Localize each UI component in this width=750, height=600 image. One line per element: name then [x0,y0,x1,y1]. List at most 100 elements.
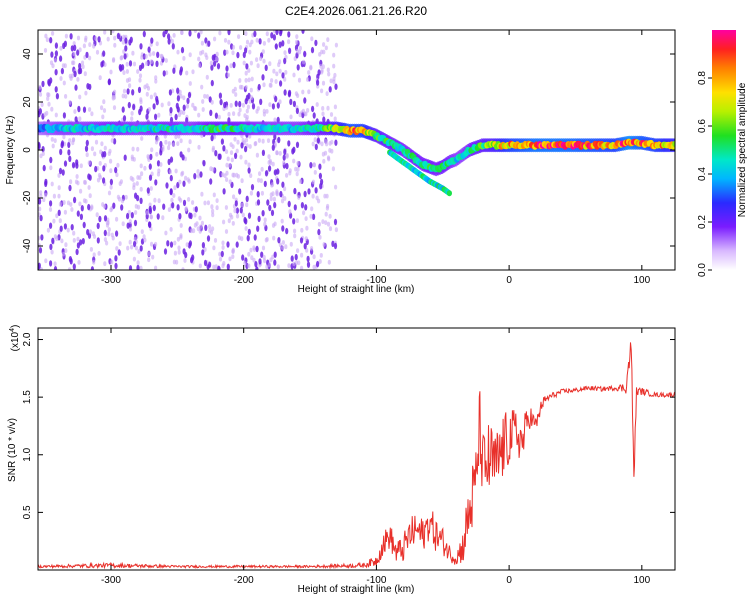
noise-point [128,226,133,232]
noise-point [303,243,307,250]
noise-point [171,202,175,209]
noise-point [194,106,198,112]
noise-point [218,30,222,36]
noise-point [40,234,44,241]
noise-point [208,224,212,229]
noise-point [189,212,193,220]
noise-point [222,145,226,152]
noise-point [117,249,121,256]
noise-point [327,259,331,265]
noise-point [316,137,320,144]
noise-point [278,68,282,74]
noise-point [298,45,302,51]
noise-point [318,234,322,240]
spectrogram-ytick-label: -40 [22,238,33,253]
noise-point [110,232,114,238]
snr-panel: -300 -200 -100 0 100 0.5 1.0 1.5 2.0 Height of s… [7,325,676,595]
noise-point [236,51,240,59]
noise-point [281,245,285,251]
noise-point [317,221,321,227]
spectrogram-marks [38,30,675,270]
noise-point [231,172,235,178]
noise-point [260,190,264,196]
noise-point [72,51,76,57]
noise-point [148,174,153,181]
noise-point [257,177,261,183]
noise-point [212,264,216,270]
noise-point [334,139,338,146]
noise-point [306,261,311,268]
noise-point [263,221,267,227]
noise-point [310,246,314,251]
noise-point [310,206,314,212]
noise-point [88,193,92,199]
noise-point [273,251,277,258]
noise-point [159,140,163,148]
noise-point [112,202,116,209]
noise-point [246,104,250,110]
noise-point [261,245,266,251]
noise-point [57,209,61,216]
noise-point [244,78,248,83]
noise-point [280,218,284,224]
noise-point [314,187,318,194]
noise-point [155,41,159,47]
noise-point [231,44,236,50]
noise-point [201,107,205,112]
noise-point [132,103,136,111]
noise-point [197,32,201,39]
noise-point [310,36,314,42]
noise-point [328,226,333,232]
noise-point [309,162,313,169]
noise-point [278,99,282,105]
colorbar-tick-label: 0.0 [697,263,708,277]
noise-point [221,240,225,246]
spectrogram-ytick-label: 40 [22,48,33,60]
noise-point [70,207,74,212]
noise-point [196,169,200,174]
noise-point [139,163,143,169]
noise-point [105,220,109,226]
noise-point [176,141,180,147]
noise-point [138,77,142,83]
noise-point [248,99,252,104]
noise-point [309,214,313,219]
noise-point [49,243,53,251]
noise-point [250,255,254,261]
noise-point [179,69,183,76]
noise-point [296,64,300,71]
noise-point [244,70,248,76]
noise-point [162,70,166,77]
noise-point [42,164,46,172]
noise-point [146,154,150,159]
noise-point [253,30,257,38]
noise-point [309,64,313,70]
noise-point [170,197,174,203]
noise-point [131,89,135,96]
noise-point [59,148,63,156]
noise-point [301,108,305,114]
noise-point [256,191,260,198]
noise-point [200,220,204,226]
noise-point [121,221,125,227]
noise-point [73,44,77,51]
noise-point [51,237,55,244]
noise-point [191,69,195,75]
noise-point [79,188,83,194]
noise-point [296,248,300,254]
noise-point [161,147,165,152]
noise-point [41,146,45,153]
noise-point [180,30,184,35]
noise-point [39,267,43,270]
noise-point [254,261,258,268]
noise-point [324,45,328,51]
noise-point [232,194,236,200]
noise-point [236,174,240,179]
noise-point [39,193,43,199]
noise-point [247,167,251,174]
noise-point [159,162,163,167]
noise-point [102,50,106,57]
noise-point [319,64,323,69]
noise-point [164,139,168,145]
noise-point [197,112,201,118]
